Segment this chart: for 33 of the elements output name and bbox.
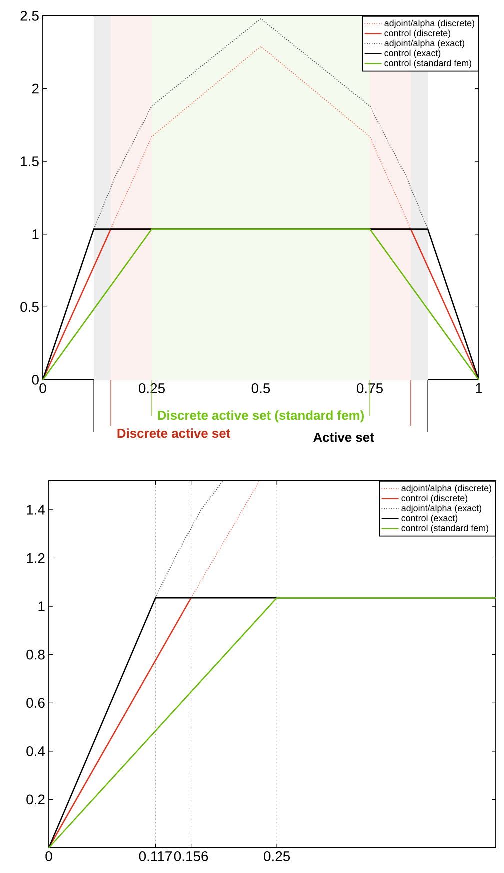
y-tick-label: 2.5 bbox=[20, 11, 39, 21]
legend-label: control (exact) bbox=[402, 514, 458, 524]
x-tick-label: 0.5 bbox=[252, 384, 270, 394]
y-tick-label: 1.2 bbox=[27, 553, 45, 564]
band-label: Discrete active set (standard fem) bbox=[158, 410, 364, 423]
y-tick-label: 0.8 bbox=[26, 650, 45, 660]
band-label: Discrete active set bbox=[118, 428, 230, 438]
legend-label: adjoint/alpha (discrete) bbox=[384, 20, 474, 28]
legend-label: adjoint/alpha (exact) bbox=[402, 504, 482, 514]
x-tick-label: 1 bbox=[476, 384, 482, 394]
y-tick-label: 0.6 bbox=[26, 698, 45, 708]
legend-label: control (discrete) bbox=[402, 494, 468, 504]
y-tick-label: 0.4 bbox=[26, 746, 46, 756]
x-tick-label: 0.25 bbox=[264, 852, 290, 862]
band-label: Active set bbox=[314, 432, 374, 442]
y-tick-label: 1.5 bbox=[21, 156, 39, 166]
x-tick-label: 0.117 bbox=[139, 852, 172, 862]
y-tick-label: 2 bbox=[32, 84, 39, 94]
line-series bbox=[155, 480, 224, 599]
legend-label: control (standard fem) bbox=[384, 60, 472, 68]
legend-label: adjoint/alpha (discrete) bbox=[402, 484, 492, 494]
y-tick-label: 0.2 bbox=[26, 794, 45, 805]
legend-label: control (standard fem) bbox=[402, 524, 488, 534]
legend-label: control (discrete) bbox=[384, 30, 451, 38]
y-tick-label: 1 bbox=[38, 602, 45, 612]
x-tick-label: 0.156 bbox=[174, 852, 208, 862]
x-tick-label: 0 bbox=[46, 852, 52, 862]
legend-label: control (exact) bbox=[384, 50, 441, 58]
y-tick-label: 1 bbox=[32, 230, 39, 240]
y-tick-label: 1.4 bbox=[27, 505, 46, 515]
y-tick-label: 0 bbox=[32, 375, 39, 385]
y-tick-label: 0.5 bbox=[20, 302, 39, 312]
legend-label: adjoint/alpha (exact) bbox=[384, 40, 465, 48]
